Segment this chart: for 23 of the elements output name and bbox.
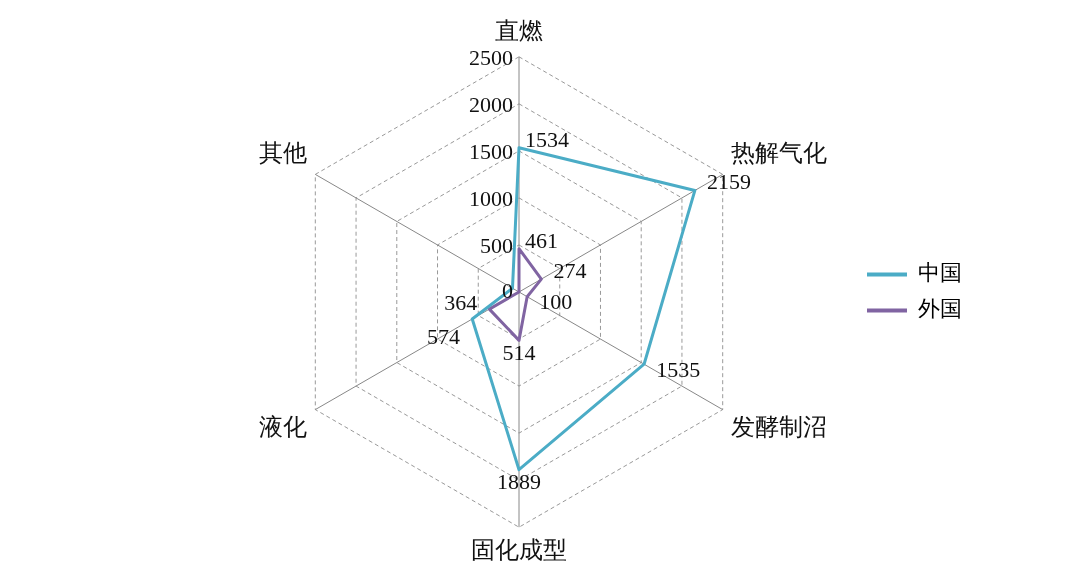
spoke-label: 其他 <box>258 140 307 167</box>
data-label: 1535 <box>656 356 701 382</box>
data-label: 274 <box>553 257 587 283</box>
data-label: 2159 <box>707 169 752 195</box>
spoke-label: 液化 <box>258 414 307 441</box>
data-label: 100 <box>539 289 573 315</box>
y-tick-label: 500 <box>480 232 513 258</box>
y-tick-label: 1500 <box>469 138 513 164</box>
y-tick-label: 2000 <box>469 91 513 117</box>
spoke-label: 直燃 <box>495 17 543 44</box>
legend-label: 外国 <box>918 296 962 322</box>
legend-label: 中国 <box>918 260 962 286</box>
data-label: 1889 <box>497 469 541 495</box>
data-label: 1534 <box>525 127 569 153</box>
spoke-label: 发酵制沼 <box>731 414 828 441</box>
y-tick-label: 1000 <box>469 185 513 211</box>
spoke-label: 热解气化 <box>731 140 828 167</box>
y-tick-label: 2500 <box>469 44 513 70</box>
spoke-label: 固化成型 <box>471 536 567 563</box>
data-label: 514 <box>502 340 536 366</box>
data-label: 461 <box>525 228 558 254</box>
data-label: 364 <box>444 289 478 315</box>
data-label: 574 <box>427 323 461 349</box>
